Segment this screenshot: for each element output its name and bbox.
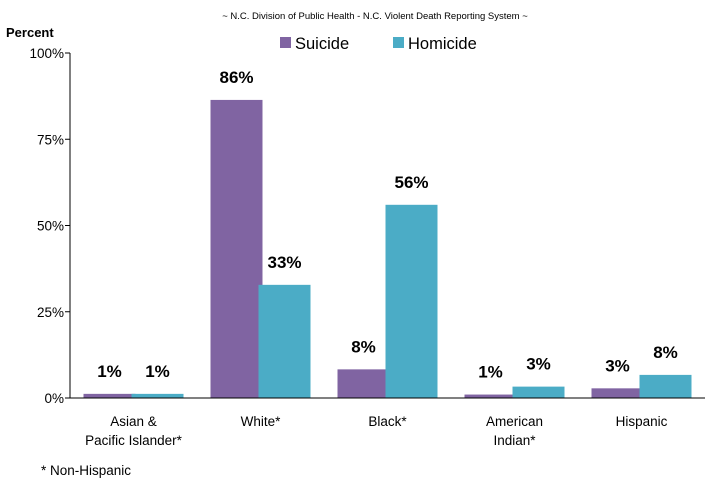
bars	[83, 99, 692, 399]
bar-homicide	[258, 284, 311, 398]
y-tick-label: 0%	[44, 391, 64, 406]
data-label: 1%	[97, 362, 122, 381]
data-label: 86%	[219, 68, 253, 87]
y-tick-label: 50%	[37, 219, 64, 234]
x-category-label: American Indian*	[486, 414, 543, 448]
bar-suicide	[337, 369, 390, 398]
data-label: 1%	[145, 362, 170, 381]
bar-homicide	[385, 204, 438, 398]
bar-suicide	[83, 393, 136, 398]
data-label: 3%	[526, 355, 551, 374]
bar-suicide	[591, 388, 644, 398]
y-axis-label: Percent	[6, 25, 54, 40]
x-category-label: White*	[241, 414, 282, 429]
x-category-label: Hispanic	[616, 414, 668, 429]
data-label: 3%	[605, 356, 630, 375]
y-tick-label: 100%	[29, 46, 64, 61]
legend-swatch-homicide	[393, 37, 404, 48]
data-label: 8%	[351, 337, 376, 356]
legend-label-suicide: Suicide	[295, 35, 349, 53]
bar-suicide	[464, 394, 517, 398]
y-tick-label: 75%	[37, 132, 64, 147]
data-label: 8%	[653, 343, 678, 362]
y-axis: 0% 25% 50% 75% 100%	[29, 46, 71, 406]
legend-label-homicide: Homicide	[408, 35, 477, 53]
y-tick-label: 25%	[37, 305, 64, 320]
data-label: 1%	[478, 363, 503, 382]
bar-homicide	[131, 393, 184, 398]
data-label: 56%	[394, 173, 428, 192]
source-note: ~ N.C. Division of Public Health - N.C. …	[222, 11, 528, 22]
x-category-label: Asian & Pacific Islander*	[85, 414, 183, 448]
legend-swatch-suicide	[280, 37, 291, 48]
bar-homicide	[512, 386, 565, 398]
data-label: 33%	[267, 253, 301, 272]
x-category-label: Black*	[368, 414, 407, 429]
footnote: * Non-Hispanic	[41, 463, 131, 478]
legend: Suicide Homicide	[280, 35, 477, 53]
x-axis: Asian & Pacific Islander* White* Black* Amer…	[70, 397, 705, 448]
data-labels: 1% 86% 8% 1% 3% 1% 33% 56% 3% 8%	[97, 68, 678, 382]
bar-suicide	[210, 99, 263, 399]
bar-homicide	[639, 374, 692, 398]
